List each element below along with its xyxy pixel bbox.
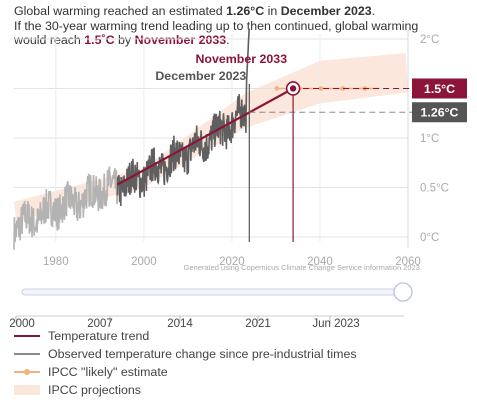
overlay-layer bbox=[116, 81, 412, 242]
legend-label: IPCC projections bbox=[48, 383, 141, 397]
slider-tick-label: 2021 bbox=[245, 318, 271, 330]
x-tick-label: 2040 bbox=[307, 256, 333, 268]
credit-text: Generated using Copernicus Climate Chang… bbox=[184, 263, 422, 272]
headline-text-4: If the 30-year warming trend leading up … bbox=[14, 18, 419, 48]
time-slider[interactable]: 2000 2007 2014 2021 Jun 2023 bbox=[0, 280, 477, 332]
value-badge-label: 1.5°C bbox=[424, 82, 455, 96]
headline-target-date: November 2033 bbox=[134, 33, 227, 47]
value-badge bbox=[412, 102, 467, 123]
current-date-label: December 2023 bbox=[155, 69, 246, 83]
slider-tick-label: Jun 2023 bbox=[312, 318, 359, 330]
y-tick-label: 2°C bbox=[420, 34, 439, 46]
value-badge-label: 1.26°C bbox=[420, 106, 458, 120]
ipcc-likely-point bbox=[318, 86, 324, 91]
x-tick-label: 2020 bbox=[219, 256, 245, 268]
headline-text-6: . bbox=[226, 33, 230, 47]
legend-label: IPCC "likely" estimate bbox=[48, 365, 168, 379]
axis-labels-layer: 0°C 0.5°C 1°C 1.5°C 2°C 1980 2000 2020 2040 2060 D… bbox=[43, 34, 467, 272]
legend-item: Temperature trend bbox=[14, 327, 464, 345]
chart-headline: Global warming reached an estimated 1.26… bbox=[14, 4, 434, 48]
slider-tick-label: 2014 bbox=[167, 318, 193, 330]
slider-track bbox=[21, 288, 404, 296]
legend-swatch bbox=[14, 385, 40, 395]
value-badge bbox=[412, 78, 467, 99]
legend-item: IPCC "likely" estimate bbox=[14, 363, 464, 381]
legend-item: Observed temperature change since pre-in… bbox=[14, 345, 464, 363]
x-tick-label: 2000 bbox=[131, 256, 157, 268]
x-tick-label: 1980 bbox=[43, 256, 69, 268]
headline-text-3: . bbox=[371, 4, 376, 18]
headline-target-value: 1.5˚C bbox=[84, 33, 115, 47]
warming-chart: 0°C 0.5°C 1°C 1.5°C 2°C 1980 2000 2020 2040 2060 D… bbox=[13, 28, 467, 272]
legend-label: Temperature trend bbox=[48, 329, 150, 343]
y-tick-label: 0.5°C bbox=[420, 183, 449, 195]
target-date-label: November 2033 bbox=[195, 52, 287, 66]
slider-handle[interactable] bbox=[393, 282, 413, 302]
legend-item: IPCC projections bbox=[14, 381, 464, 399]
legend: Temperature trend Observed temperature ch… bbox=[14, 327, 464, 399]
observed-line-early bbox=[13, 166, 119, 250]
headline-value: 1.26°C bbox=[226, 4, 265, 18]
legend-swatch bbox=[14, 331, 40, 341]
slider-tick-label: 2007 bbox=[87, 318, 113, 330]
temperature-trend-line bbox=[116, 87, 294, 186]
headline-text-1: Global warming reached an estimated bbox=[14, 4, 227, 18]
target-point bbox=[289, 85, 297, 92]
ipcc-likely-point bbox=[274, 86, 280, 91]
headline-date: December 2023 bbox=[280, 4, 372, 18]
slider-tick-label: 2000 bbox=[9, 318, 35, 330]
legend-label: Observed temperature change since pre-in… bbox=[48, 347, 357, 361]
ipcc-likely-point bbox=[340, 86, 346, 91]
headline-text-5: by bbox=[114, 33, 135, 47]
headline-text-2: in bbox=[264, 4, 281, 18]
y-tick-label: 0°C bbox=[420, 232, 439, 244]
legend-swatch bbox=[14, 367, 40, 377]
x-tick-label: 2060 bbox=[395, 256, 421, 268]
legend-swatch bbox=[14, 349, 40, 359]
y-tick-label: 1°C bbox=[420, 133, 439, 145]
